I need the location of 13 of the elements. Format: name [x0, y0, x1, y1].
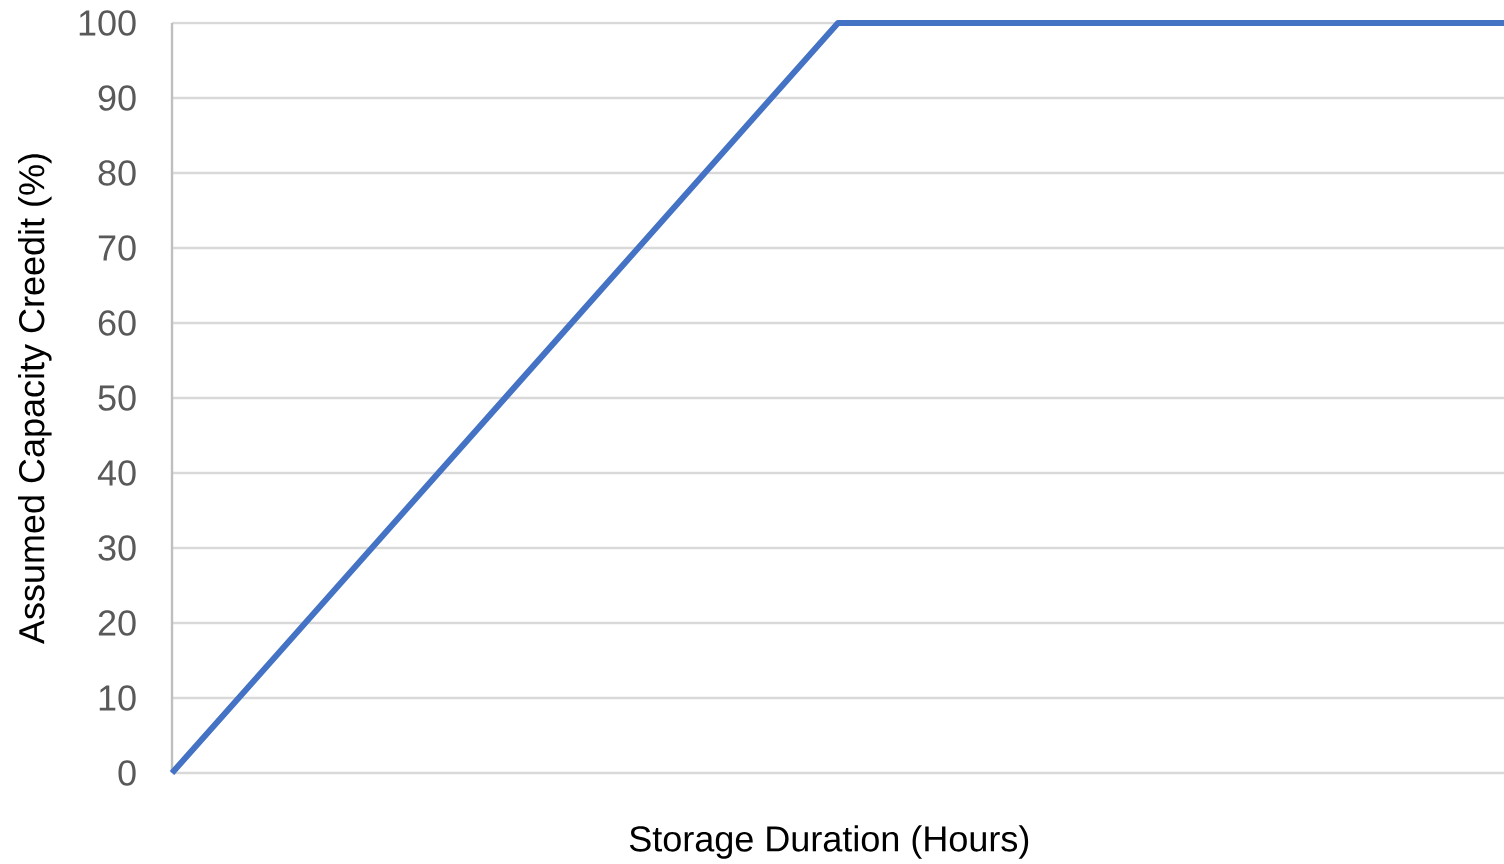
y-tick-label: 50 — [98, 385, 136, 411]
y-tick-label: 100 — [79, 10, 136, 36]
y-axis-title: Assumed Capacity Creedit (%) — [18, 154, 52, 645]
y-tick-label: 20 — [98, 610, 136, 636]
y-tick-label: 90 — [98, 85, 136, 111]
y-tick-label: 60 — [98, 310, 136, 336]
y-tick-label: 80 — [98, 160, 136, 186]
y-tick-label: 30 — [98, 535, 136, 561]
y-tick-label: 70 — [98, 235, 136, 261]
y-tick-label: 0 — [118, 760, 136, 786]
y-tick-label: 40 — [97, 460, 136, 486]
x-axis-title: Storage Duration (Hours) — [629, 825, 1029, 859]
y-tick-label: 10 — [99, 685, 136, 711]
